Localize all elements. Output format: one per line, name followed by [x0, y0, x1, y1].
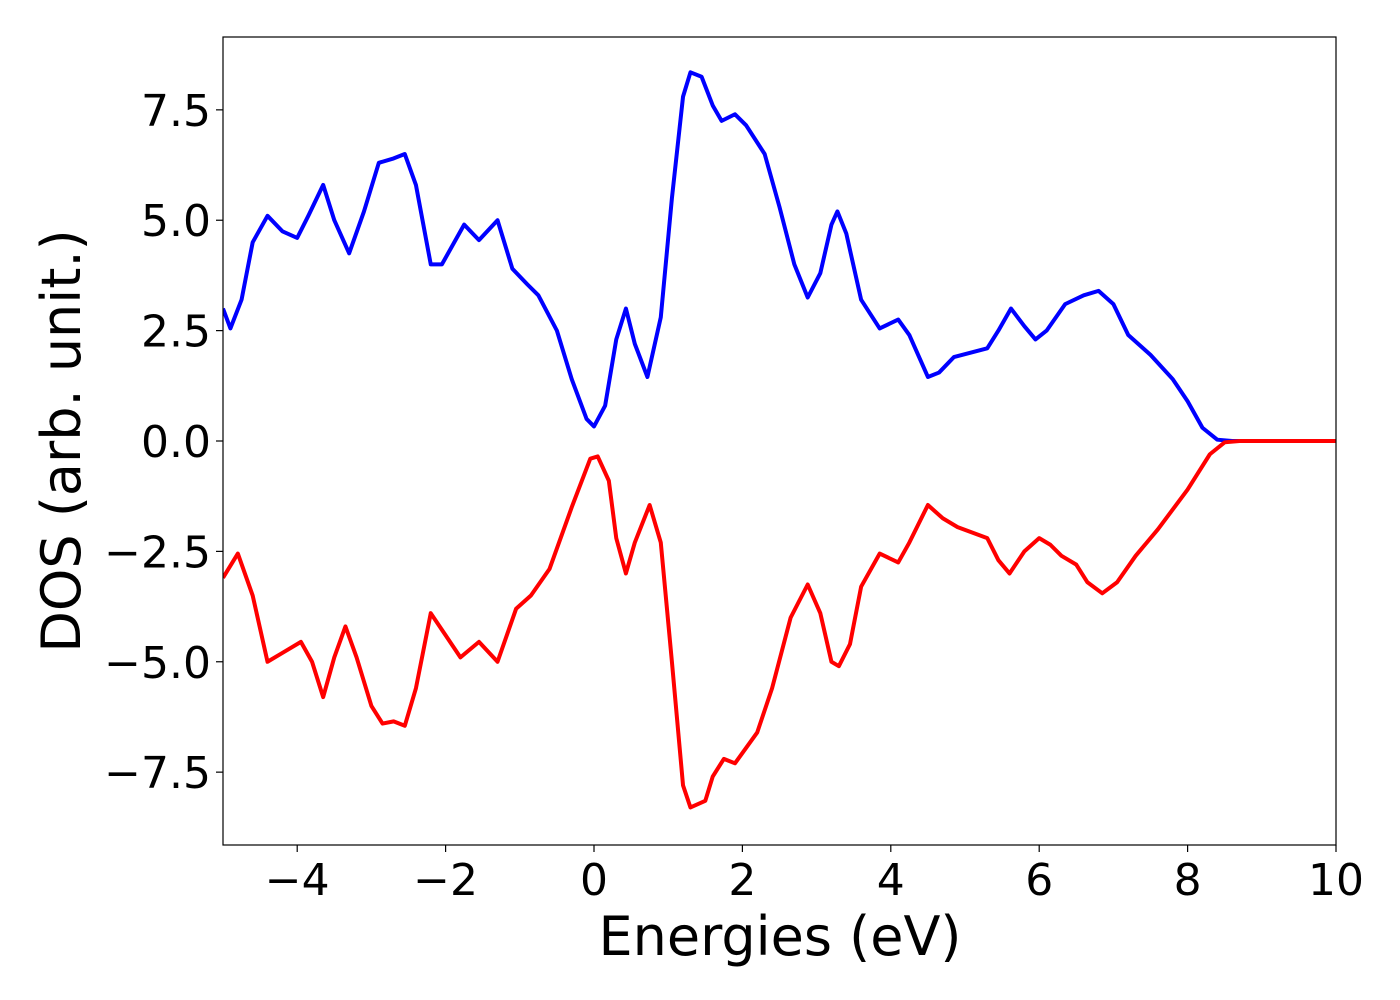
dos-line — [223, 70, 1336, 443]
x-tick-label: 0 — [580, 855, 608, 906]
y-tick-label: 0.0 — [141, 417, 211, 468]
x-tick-label: 4 — [877, 855, 905, 906]
y-tick-label: −7.5 — [104, 748, 211, 799]
y-tick-label: 5.0 — [141, 196, 211, 247]
y-tick-label: −2.5 — [104, 527, 211, 578]
x-tick-label: 10 — [1308, 855, 1364, 906]
y-tick-label: 7.5 — [141, 86, 211, 137]
x-tick-label: −2 — [413, 855, 478, 906]
y-axis-label: DOS (arb. unit.) — [30, 229, 93, 652]
x-tick-label: 2 — [728, 855, 756, 906]
dos-line — [223, 439, 1336, 810]
x-tick-label: 8 — [1174, 855, 1202, 906]
x-tick-label: −4 — [265, 855, 330, 906]
x-axis-label: Energies (eV) — [599, 905, 962, 968]
y-tick-label: 2.5 — [141, 307, 211, 358]
y-tick-label: −5.0 — [104, 638, 211, 689]
x-tick-label: 6 — [1025, 855, 1053, 906]
